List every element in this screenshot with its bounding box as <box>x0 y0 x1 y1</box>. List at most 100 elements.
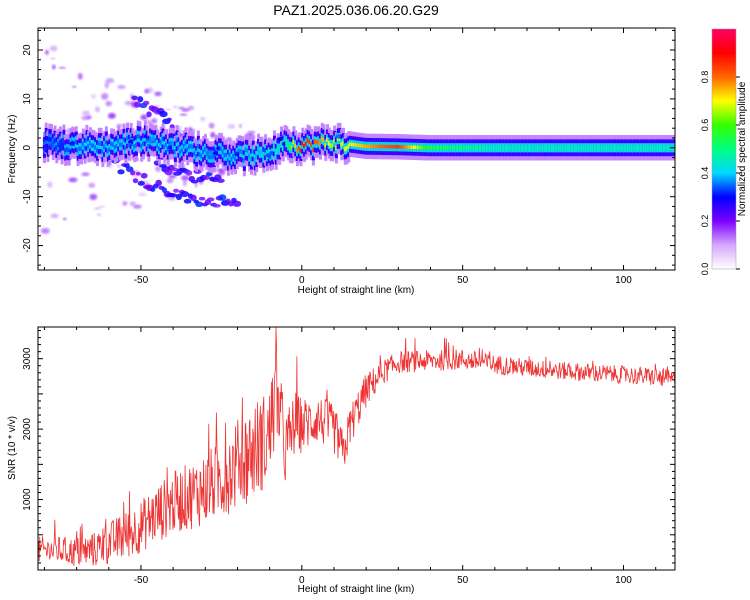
heatmap-ridge-segment <box>354 143 358 147</box>
heatmap-ridge-segment <box>257 147 261 152</box>
heatmap-ridge-segment <box>258 150 262 155</box>
heatmap-ridge-segment <box>375 144 379 149</box>
heatmap-ridge-segment <box>469 145 473 150</box>
heatmap-scatter-blob <box>105 78 115 84</box>
heatmap-ridge-segment <box>384 144 388 149</box>
heatmap-ridge-segment <box>614 145 618 150</box>
heatmap-ridge-segment <box>464 145 468 150</box>
heatmap-ridge-segment <box>577 145 581 150</box>
heatmap-ridge-segment <box>603 145 607 150</box>
heatmap-ridge-segment <box>467 145 471 150</box>
heatmap-scatter-blob <box>202 167 207 170</box>
heatmap-ridge-segment <box>147 143 151 149</box>
heatmap-ridge-segment <box>126 136 130 141</box>
heatmap-branch-blob <box>155 179 162 187</box>
heatmap-ridge-segment <box>561 145 565 150</box>
heatmap-ridge-segment <box>154 138 158 143</box>
heatmap-ridge-segment <box>495 145 499 150</box>
snr-panel: -50 0 50 100 1000 2000 3000 Height of straight… <box>7 326 676 595</box>
heatmap-ridge-segment <box>318 141 322 147</box>
spectrogram-x-tick-label: 100 <box>615 275 632 286</box>
heatmap-scatter-blob <box>166 178 174 183</box>
heatmap-ridge-segment <box>156 143 160 148</box>
heatmap-branch-blob <box>169 193 177 198</box>
heatmap-ridge-segment <box>580 145 584 150</box>
heatmap-ridge-segment <box>423 145 427 150</box>
heatmap-ridge-segment <box>288 145 292 150</box>
heatmap-branch-blob <box>134 101 141 108</box>
heatmap-scatter-blob <box>95 106 100 113</box>
heatmap-ridge-segment <box>534 145 538 150</box>
heatmap-scatter-blob <box>154 91 162 97</box>
heatmap-ridge-segment <box>248 153 252 159</box>
heatmap-ridge-segment <box>136 134 140 139</box>
heatmap-scatter-blob <box>45 49 49 56</box>
heatmap-ridge-segment <box>480 145 483 150</box>
heatmap-ridge-segment <box>96 148 100 153</box>
heatmap-ridge-segment <box>331 143 335 148</box>
heatmap-ridge-segment <box>127 142 131 148</box>
heatmap-ridge-segment <box>131 141 135 147</box>
heatmap-branch-blob <box>207 197 215 202</box>
heatmap-ridge-segment <box>58 139 62 145</box>
heatmap-scatter-blob <box>58 66 67 69</box>
heatmap-ridge-segment <box>377 144 381 149</box>
heatmap-ridge-segment <box>108 147 112 152</box>
heatmap-ridge-segment <box>55 145 59 150</box>
heatmap-ridge-segment <box>492 145 496 150</box>
heatmap-ridge-segment <box>283 138 287 143</box>
snr-y-tick-label: 1000 <box>22 488 33 511</box>
heatmap-ridge-segment <box>313 139 317 144</box>
heatmap-ridge-segment <box>363 144 367 148</box>
heatmap-ridge-segment <box>409 145 413 149</box>
heatmap-branch-blob <box>175 193 183 201</box>
heatmap-ridge-segment <box>667 145 671 150</box>
heatmap-ridge-segment <box>297 145 301 151</box>
heatmap-scatter-blob <box>155 165 161 172</box>
heatmap-ridge-segment <box>526 145 529 150</box>
heatmap-ridge-segment <box>563 145 567 150</box>
heatmap-ridge-segment <box>596 145 600 150</box>
heatmap-ridge-segment <box>92 143 96 148</box>
heatmap-ridge-segment <box>191 144 195 150</box>
heatmap-ridge-segment <box>412 145 416 150</box>
heatmap-ridge-segment <box>625 145 629 150</box>
heatmap-branch-blob <box>212 203 221 208</box>
heatmap-scatter-blob <box>89 193 98 201</box>
heatmap-ridge-segment <box>281 143 285 148</box>
heatmap-ridge-segment <box>453 145 457 150</box>
heatmap-scatter-blob <box>117 84 126 89</box>
heatmap-ridge-segment <box>379 144 383 149</box>
heatmap-ridge-segment <box>570 145 574 150</box>
heatmap-scatter-blob <box>97 213 102 217</box>
spectrogram-x-tick-label: 50 <box>457 275 469 286</box>
heatmap-scatter-blob <box>182 179 187 187</box>
heatmap-scatter-blob <box>49 45 58 52</box>
heatmap-ridge-segment <box>304 141 308 147</box>
heatmap-ridge-segment <box>430 145 434 150</box>
heatmap-ridge-segment <box>651 145 655 150</box>
spectrogram-y-axis-label: Frequency (Hz) <box>7 115 18 184</box>
heatmap-ridge-segment <box>372 144 376 149</box>
heatmap-ridge-segment <box>623 145 627 150</box>
heatmap-ridge-segment <box>115 143 119 149</box>
heatmap-ridge-segment <box>504 145 508 150</box>
heatmap-ridge-segment <box>193 151 197 156</box>
spectrogram-heatmap <box>40 45 675 234</box>
heatmap-scatter-blob <box>47 181 53 188</box>
heatmap-ridge-segment <box>593 145 597 150</box>
heatmap-ridge-segment <box>458 145 462 150</box>
heatmap-ridge-segment <box>83 145 87 151</box>
heatmap-scatter-blob <box>129 201 136 206</box>
heatmap-ridge-segment <box>501 145 505 150</box>
heatmap-scatter-blob <box>181 108 190 112</box>
heatmap-ridge-segment <box>554 145 558 150</box>
colorbar-tick-label: 0.2 <box>700 215 710 228</box>
heatmap-ridge-segment <box>644 145 648 150</box>
heatmap-ridge-segment <box>113 145 117 150</box>
heatmap-ridge-segment <box>448 145 452 150</box>
heatmap-ridge-segment <box>485 145 489 150</box>
heatmap-ridge-segment <box>196 143 200 149</box>
heatmap-ridge-segment <box>202 149 206 154</box>
heatmap-ridge-segment <box>345 146 349 151</box>
